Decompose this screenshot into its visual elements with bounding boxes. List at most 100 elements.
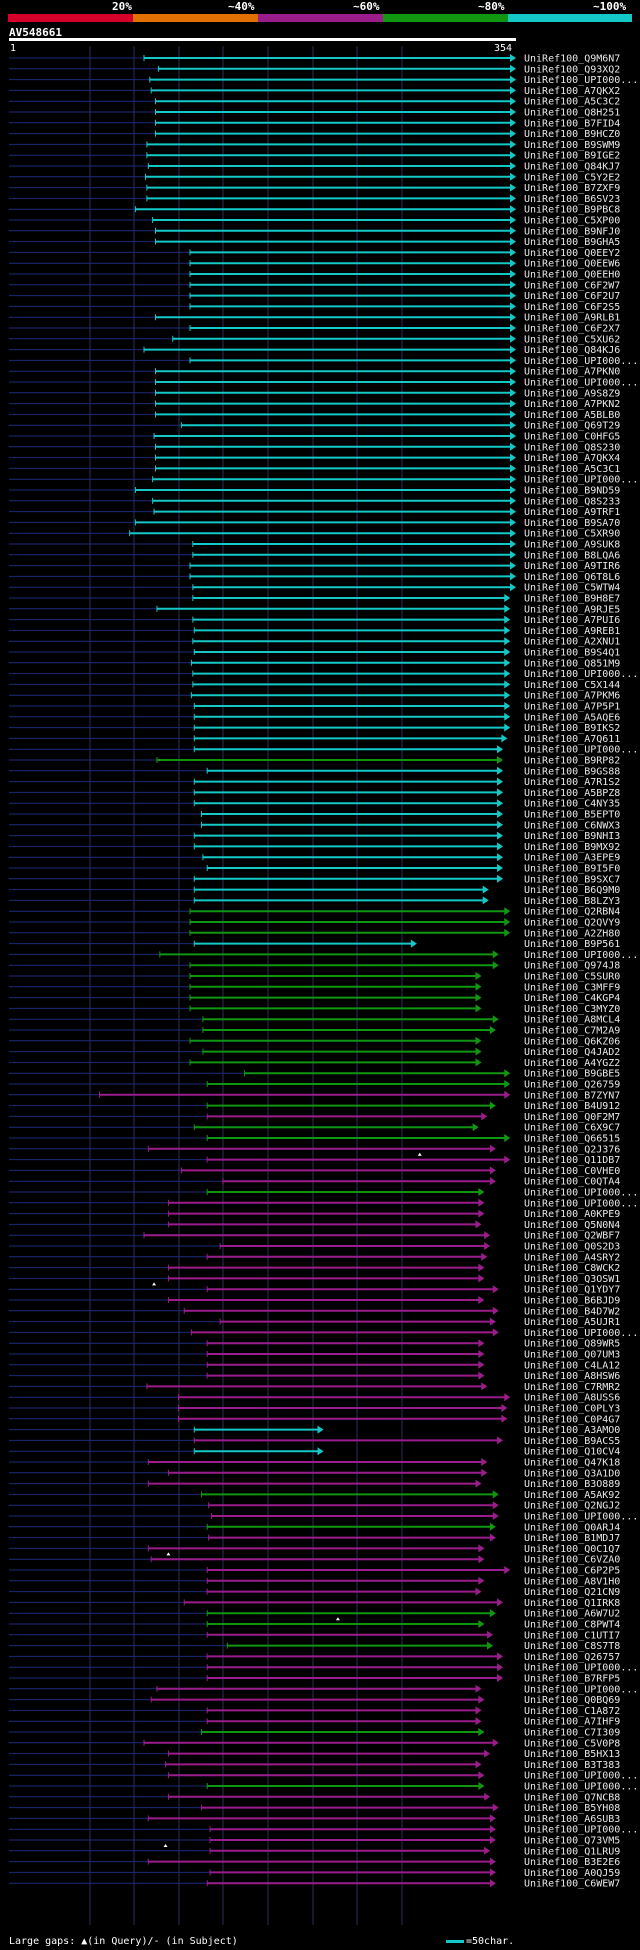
hit-label: UniRef100_Q26759 xyxy=(524,1080,620,1091)
hit-label: UniRef100_A0KPE9 xyxy=(524,1209,620,1220)
hit-arrow xyxy=(497,788,504,797)
hit-label: UniRef100_B7FID4 xyxy=(524,118,620,129)
hit-arrow xyxy=(497,810,504,818)
hit-label: UniRef100_UPI000... xyxy=(524,1198,638,1209)
hit-label: UniRef100_C1UTI7 xyxy=(524,1630,620,1641)
hit-label: UniRef100_C6F2S5 xyxy=(524,302,620,313)
query-gap-marker xyxy=(417,1152,422,1156)
scale-label-60: ~60% xyxy=(353,0,380,13)
hit-arrow xyxy=(492,1738,499,1747)
hit-label: UniRef100_A3EPE9 xyxy=(524,853,620,864)
hit-arrow xyxy=(475,1479,482,1488)
hit-label: UniRef100_C6F2X7 xyxy=(524,324,620,335)
hit-arrow xyxy=(510,464,516,473)
hit-label: UniRef100_C1A872 xyxy=(524,1706,620,1717)
hit-arrow xyxy=(475,1706,482,1715)
hit-arrow xyxy=(510,97,516,106)
hit-label: UniRef100_Q2J376 xyxy=(524,1144,620,1155)
hit-label: UniRef100_A9RJE5 xyxy=(524,604,620,615)
hit-label: UniRef100_A5C3C2 xyxy=(524,97,620,108)
hit-label: UniRef100_UPI000... xyxy=(524,1328,638,1339)
hit-label: UniRef100_B5HX13 xyxy=(524,1749,620,1760)
hit-arrow xyxy=(504,615,511,624)
hit-label: UniRef100_B5YH08 xyxy=(524,1803,620,1814)
hit-label: UniRef100_C8PWT4 xyxy=(524,1620,620,1631)
hit-arrow xyxy=(510,140,516,149)
hit-arrow xyxy=(497,799,504,808)
hit-label: UniRef100_A9REB1 xyxy=(524,626,620,637)
hit-arrow xyxy=(510,183,516,192)
hit-label: UniRef100_Q0F2M7 xyxy=(524,1112,620,1123)
hit-label: UniRef100_B3E2E6 xyxy=(524,1857,620,1868)
hit-label: UniRef100_C4NY35 xyxy=(524,799,620,810)
hit-arrow xyxy=(492,1803,499,1812)
hit-arrow xyxy=(504,604,511,613)
hit-label: UniRef100_UPI000... xyxy=(524,1782,638,1793)
hit-arrow xyxy=(489,1857,496,1866)
hit-arrow xyxy=(510,432,516,440)
hit-arrow xyxy=(504,1566,511,1574)
hit-arrow xyxy=(475,1587,482,1596)
hit-arrow xyxy=(478,1198,485,1207)
hit-label: UniRef100_B7RFP5 xyxy=(524,1674,620,1685)
scale-segment-60 xyxy=(258,14,383,22)
hit-label: UniRef100_UPI000... xyxy=(524,356,638,367)
hit-arrow xyxy=(475,1717,482,1726)
hit-label: UniRef100_C5XU62 xyxy=(524,334,620,345)
hit-arrow xyxy=(475,972,482,980)
identity-scale: 20% ~40% ~60% ~80% ~100% xyxy=(0,0,640,22)
scale-label-80: ~80% xyxy=(478,0,505,13)
hit-label: UniRef100_UPI000... xyxy=(524,1512,638,1523)
hit-label: UniRef100_B9MX92 xyxy=(524,842,620,853)
hit-arrow xyxy=(478,1188,485,1196)
hit-label: UniRef100_C3MYZ0 xyxy=(524,1004,620,1015)
hit-label: UniRef100_UPI000... xyxy=(524,1771,638,1782)
hit-label: UniRef100_B3T383 xyxy=(524,1760,620,1771)
hit-arrow xyxy=(510,108,516,116)
hit-label: UniRef100_A2XNU1 xyxy=(524,637,620,648)
hit-label: UniRef100_B8LQA6 xyxy=(524,550,620,561)
hit-arrow xyxy=(510,496,516,505)
hit-label: UniRef100_Q974J8 xyxy=(524,961,620,972)
hit-label: UniRef100_Q07UM3 xyxy=(524,1350,620,1361)
scale-segment-40 xyxy=(133,14,258,22)
hit-arrow xyxy=(497,1598,504,1607)
hit-arrow xyxy=(478,1339,485,1348)
hit-arrow xyxy=(497,745,504,754)
hit-label: UniRef100_A8MCL4 xyxy=(524,1015,620,1026)
hit-label: UniRef100_B9NHI3 xyxy=(524,831,620,842)
hit-label: UniRef100_Q9M6N7 xyxy=(524,54,620,65)
query-gap-marker xyxy=(152,1282,157,1286)
hit-arrow xyxy=(482,896,489,905)
hit-label: UniRef100_B7ZXF9 xyxy=(524,183,620,194)
hit-arrow xyxy=(482,885,489,894)
hit-label: UniRef100_A7PUI6 xyxy=(524,615,620,626)
hit-label: UniRef100_B9ND59 xyxy=(524,486,620,497)
hit-arrow xyxy=(497,1652,504,1661)
hit-arrow xyxy=(478,1544,485,1553)
hit-arrow xyxy=(510,237,516,246)
hit-label: UniRef100_A5UJR1 xyxy=(524,1317,620,1328)
hit-label: UniRef100_UPI000... xyxy=(524,475,638,486)
hit-arrow xyxy=(510,529,516,538)
hit-label: UniRef100_Q89WR5 xyxy=(524,1339,620,1350)
hit-arrow xyxy=(475,1047,482,1056)
hit-arrow xyxy=(501,1404,508,1412)
scale-label-20: 20% xyxy=(112,0,132,13)
hit-label: UniRef100_A5AQE6 xyxy=(524,712,620,723)
hit-arrow xyxy=(484,1231,491,1240)
hit-label: UniRef100_A5C3C1 xyxy=(524,464,620,475)
scale-segment-100 xyxy=(508,14,632,22)
hit-label: UniRef100_UPI000... xyxy=(524,745,638,756)
hit-label: UniRef100_Q5N0N4 xyxy=(524,1220,620,1231)
hit-arrow xyxy=(478,1695,485,1704)
hit-label: UniRef100_A3AMO0 xyxy=(524,1425,620,1436)
hit-label: UniRef100_Q10CV4 xyxy=(524,1447,620,1458)
query-gap-marker xyxy=(335,1617,340,1621)
hit-label: UniRef100_Q0C1Q7 xyxy=(524,1544,620,1555)
hit-arrow xyxy=(510,367,516,376)
hit-label: UniRef100_Q8S233 xyxy=(524,496,620,507)
hit-arrow xyxy=(504,691,511,700)
hit-label: UniRef100_Q7NCB8 xyxy=(524,1792,620,1803)
hit-arrow xyxy=(504,626,511,635)
